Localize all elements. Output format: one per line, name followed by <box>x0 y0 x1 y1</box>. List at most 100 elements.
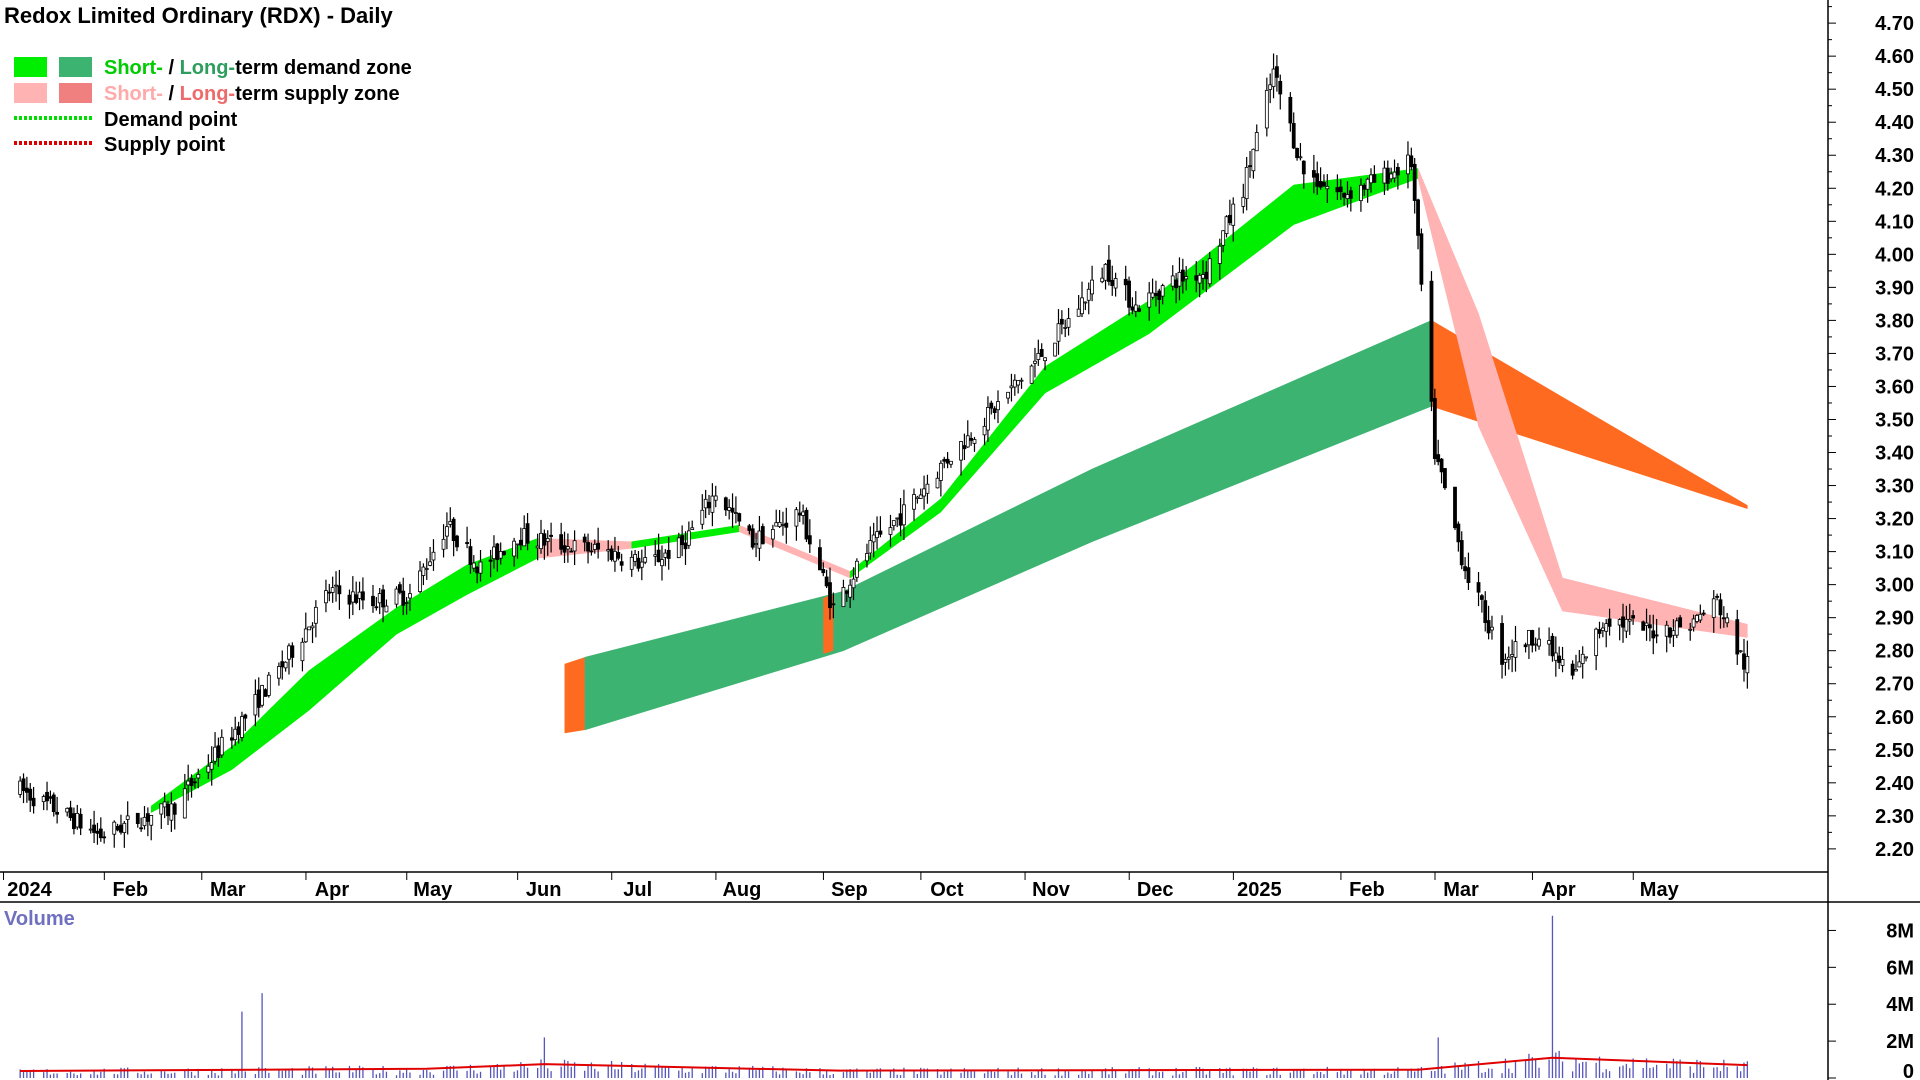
volume-average-line <box>20 1056 1748 1072</box>
candle-body <box>347 594 352 605</box>
candle-body <box>1580 653 1585 664</box>
candle-body <box>404 602 409 604</box>
candle-body <box>1090 279 1094 295</box>
candle-body <box>1419 233 1424 285</box>
candle-body <box>572 540 577 552</box>
candle-body <box>1382 167 1387 184</box>
candle-body <box>1244 166 1249 200</box>
candle-body <box>300 641 305 662</box>
candle-body <box>498 551 503 559</box>
candle-body <box>1325 185 1330 190</box>
candle-body <box>1160 285 1165 297</box>
candle-body <box>1688 628 1693 631</box>
candle-body <box>1490 626 1494 631</box>
legend-demand-short-text: Short- <box>104 57 163 79</box>
candle-body <box>92 824 96 833</box>
x-tick-label: May <box>413 879 453 901</box>
candle-body <box>569 550 574 553</box>
candle-body <box>48 796 53 799</box>
candle-body <box>1103 263 1108 281</box>
candle-body <box>1207 258 1212 285</box>
candle-body <box>1389 173 1394 180</box>
legend-demand-rest-text: term demand zone <box>235 57 412 79</box>
candle-body <box>361 591 365 601</box>
candle-body <box>1547 640 1551 645</box>
candle-body <box>707 501 711 509</box>
candle-body <box>468 546 473 565</box>
candle-body <box>1631 615 1636 619</box>
candle-body <box>68 807 73 819</box>
x-tick-label: Apr <box>1541 879 1576 901</box>
candle-body <box>263 689 268 697</box>
candle-body <box>260 685 265 706</box>
candle-body <box>1570 663 1575 676</box>
candle-body <box>1395 166 1400 176</box>
candle-body <box>592 543 597 550</box>
candle-body <box>1537 638 1541 647</box>
candle-body <box>1137 308 1142 312</box>
candle-body <box>898 513 903 526</box>
candle-body <box>609 548 614 560</box>
y-tick-label: 2.90 <box>1875 608 1914 630</box>
candle-body <box>441 538 446 550</box>
candle-body <box>878 530 883 535</box>
candle-body <box>1053 342 1058 357</box>
y-tick-label: 3.10 <box>1875 542 1914 564</box>
candle-body <box>1698 613 1703 621</box>
candle-body <box>1607 618 1612 627</box>
legend-short-demand-swatch <box>14 57 47 77</box>
candle-body <box>418 570 422 592</box>
candle-body <box>1009 385 1014 389</box>
candle-body <box>290 645 295 658</box>
candle-body <box>313 606 318 624</box>
x-tick-label: 2024 <box>7 879 52 901</box>
candle-body <box>807 535 812 545</box>
candle-body <box>1227 214 1232 224</box>
y-tick-label: 3.60 <box>1875 376 1914 398</box>
candle-body <box>1275 66 1279 78</box>
candle-body <box>871 534 876 543</box>
candle-body <box>448 520 453 525</box>
candle-body <box>186 780 191 786</box>
candle-body <box>1530 630 1535 646</box>
candle-body <box>31 797 36 807</box>
candle-body <box>381 589 385 608</box>
candle-body <box>102 836 107 839</box>
legend-demand-long-text: Long- <box>180 57 236 79</box>
candle-body <box>1080 297 1084 315</box>
candle-body <box>848 584 853 598</box>
candle-body <box>1721 617 1726 620</box>
candle-body <box>727 507 732 511</box>
candle-body <box>1113 278 1118 289</box>
legend-supply-zone-label: Short- / Long-term supply zone <box>104 83 400 105</box>
candle-body <box>424 568 429 570</box>
volume-tick-label: 2M <box>1886 1031 1914 1053</box>
candle-body <box>875 531 879 539</box>
y-tick-label: 4.60 <box>1875 46 1914 68</box>
y-tick-label: 2.70 <box>1875 674 1914 696</box>
candle-body <box>1197 274 1202 284</box>
candle-body <box>797 512 802 516</box>
candle-body <box>1318 181 1323 188</box>
candle-body <box>471 562 476 569</box>
candle-body <box>619 561 624 566</box>
candle-body <box>18 780 23 795</box>
candle-body <box>582 536 587 543</box>
candle-body <box>1123 278 1128 286</box>
candle-body <box>1574 669 1578 672</box>
candle-body <box>1217 245 1222 264</box>
candle-body <box>542 533 547 546</box>
candle-body <box>1036 353 1041 360</box>
candle-body <box>1621 616 1625 628</box>
candle-body <box>935 477 940 489</box>
x-tick-label: Dec <box>1137 879 1174 901</box>
candle-body <box>445 526 449 537</box>
candle-body <box>1429 280 1434 402</box>
candle-body <box>1523 644 1528 648</box>
x-tick-label: Mar <box>210 879 246 901</box>
legend-demand-sep: / <box>163 57 180 79</box>
candle-body <box>1180 269 1185 282</box>
candle-body <box>142 816 147 827</box>
candle-body <box>1359 184 1363 202</box>
candle-body <box>88 828 93 831</box>
